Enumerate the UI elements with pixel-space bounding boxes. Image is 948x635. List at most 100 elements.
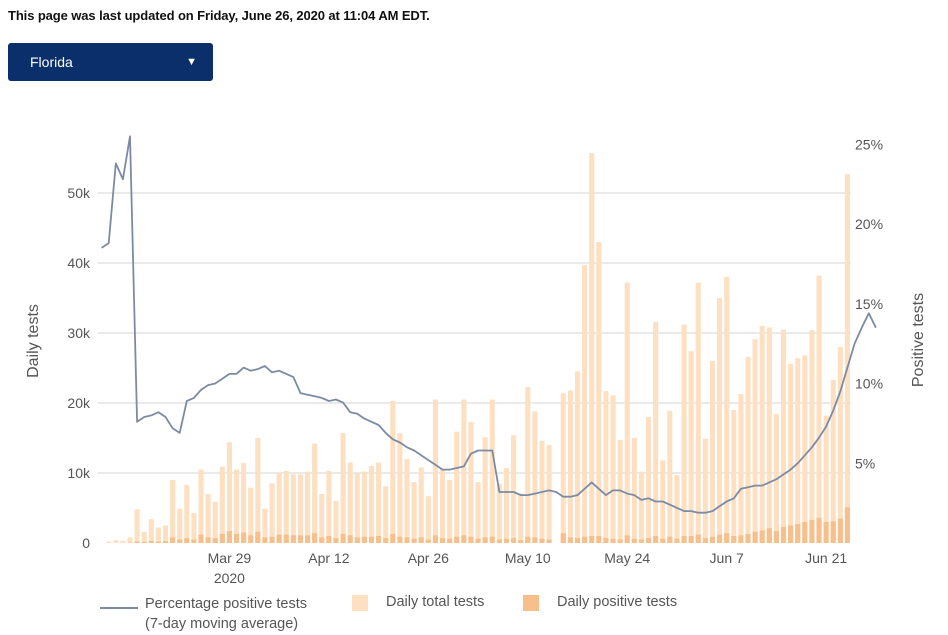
total-tests-bar <box>724 277 730 543</box>
positive-tests-bar <box>233 533 240 543</box>
positive-tests-bar <box>368 536 375 543</box>
total-tests-bar <box>347 462 353 543</box>
positive-tests-bar <box>560 533 566 543</box>
positive-tests-bar <box>738 535 744 543</box>
total-tests-bar <box>297 474 304 543</box>
total-tests-bar <box>333 501 339 543</box>
positive-tests-bar <box>503 538 510 543</box>
positive-tests-bar <box>759 530 765 543</box>
total-tests-bar <box>283 470 289 543</box>
positive-tests-bar <box>809 519 815 543</box>
positive-tests-bar <box>162 540 169 543</box>
total-tests-bar <box>830 379 836 543</box>
total-tests-bar <box>816 275 822 543</box>
total-tests-bar <box>461 399 467 543</box>
total-tests-bar <box>567 390 573 543</box>
positive-tests-bar <box>780 526 787 543</box>
x-axis-tick-label: May 24 <box>604 550 650 566</box>
positive-tests-bar <box>255 531 261 543</box>
total-tests-bar <box>148 519 154 543</box>
positive-tests-bar <box>518 540 524 543</box>
positive-tests-bar <box>617 539 623 543</box>
positive-tests-bar <box>496 539 502 543</box>
positive-tests-bar <box>525 536 531 543</box>
percent-positive-line <box>101 135 877 514</box>
total-tests-bar <box>155 527 161 543</box>
total-tests-bar <box>113 540 119 543</box>
total-tests-bar <box>241 463 247 543</box>
positive-tests-bar <box>667 536 673 543</box>
total-tests-bar <box>574 371 581 543</box>
total-tests-bar <box>809 330 815 543</box>
total-tests-bar <box>731 410 737 543</box>
left-axis-label: Daily tests <box>25 304 42 378</box>
total-tests-bar <box>233 469 240 543</box>
left-axis-tick-label: 30k <box>67 325 91 341</box>
positive-tests-bar <box>290 535 296 543</box>
total-tests-bar <box>617 440 623 543</box>
total-tests-bar <box>780 329 787 543</box>
total-tests-bar <box>717 298 723 543</box>
total-tests-bar <box>589 153 595 543</box>
total-tests-bar <box>191 512 197 543</box>
positive-tests-bar <box>653 536 659 543</box>
positive-tests-bar <box>333 538 339 543</box>
total-tests-bar <box>709 361 716 543</box>
total-tests-bar <box>631 438 637 543</box>
positive-tests-bar <box>184 538 190 543</box>
x-axis-tick-label: Jun 7 <box>710 550 744 566</box>
positive-tests-bar <box>297 535 304 543</box>
triangle-down-icon: ▼ <box>186 56 197 68</box>
x-axis-year-label: 2020 <box>214 570 245 586</box>
positive-tests-bar <box>773 531 779 543</box>
positive-tests-bar <box>830 521 836 543</box>
positive-tests-bar <box>248 535 254 543</box>
positive-tests-bar <box>546 539 552 543</box>
total-tests-bar <box>447 480 453 543</box>
right-axis-tick-label: 10% <box>855 376 883 392</box>
positive-tests-bar <box>567 537 573 543</box>
total-tests-bar <box>127 537 133 543</box>
total-tests-bar <box>489 399 495 543</box>
positive-tests-bar <box>241 532 247 543</box>
positive-tests-bar <box>823 522 829 543</box>
positive-tests-bar <box>589 536 595 543</box>
right-axis-ticks: 5% 10% 15% 20% 25% <box>855 136 883 471</box>
positive-tests-bar <box>376 536 382 543</box>
total-tests-bar <box>177 508 183 543</box>
total-tests-bar <box>425 496 431 543</box>
positive-tests-bar <box>660 538 666 543</box>
positive-tests-bar <box>439 538 446 543</box>
total-tests-bar <box>688 351 694 543</box>
positive-tests-bar <box>788 525 794 543</box>
total-tests-bar <box>844 174 851 543</box>
total-tests-bar <box>759 326 765 543</box>
positive-tests-bar <box>482 537 488 543</box>
state-dropdown[interactable]: Florida ▼ <box>8 43 213 81</box>
total-tests-bar <box>170 480 176 543</box>
total-tests-bar <box>582 265 588 543</box>
total-tests-bar <box>390 400 396 543</box>
positive-tests-bar <box>724 533 730 543</box>
legend-total-swatch <box>352 595 368 611</box>
positive-tests-bar <box>347 535 353 543</box>
left-axis-tick-label: 50k <box>67 185 91 201</box>
positive-tests-bar <box>219 533 225 543</box>
legend-line-label-main: Percentage positive tests <box>145 596 308 612</box>
total-tests-bar <box>667 410 673 543</box>
total-tests-bar <box>226 442 232 543</box>
total-tests-bar <box>503 468 510 543</box>
percent-positive-line-group <box>101 135 877 514</box>
total-tests-bar <box>525 386 531 543</box>
positive-tests-bar <box>205 537 211 543</box>
total-tests-bar <box>738 393 744 543</box>
positive-tests-bar <box>539 538 545 543</box>
positive-tests-bar <box>816 517 822 543</box>
total-tests-bar <box>745 356 751 543</box>
total-tests-bar <box>376 462 382 543</box>
total-tests-bar <box>837 347 843 543</box>
positive-tests-bar <box>155 541 161 543</box>
left-axis-tick-label: 0 <box>82 535 90 551</box>
positive-tests-bar <box>844 507 851 543</box>
positive-tests-bar <box>532 537 538 543</box>
